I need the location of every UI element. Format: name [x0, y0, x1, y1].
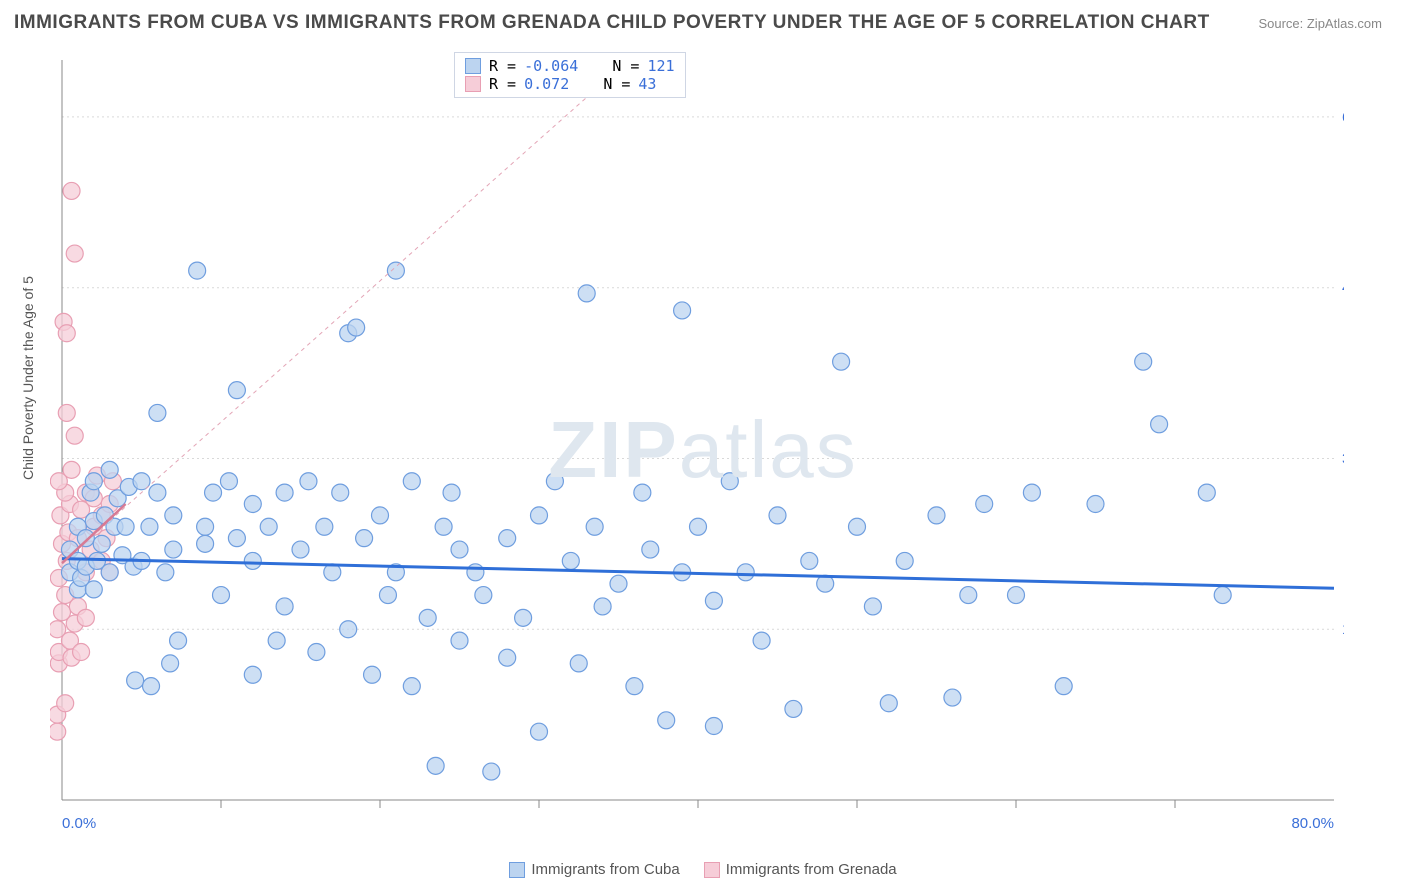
- source-attribution: Source: ZipAtlas.com: [1258, 16, 1382, 31]
- legend-n-value-grenada: 43: [638, 75, 656, 93]
- y-axis-title: Child Poverty Under the Age of 5: [20, 276, 36, 480]
- legend-row-grenada: R = 0.072 N = 43: [465, 75, 675, 93]
- swatch-grenada: [704, 862, 720, 878]
- legend-n-label: N =: [612, 57, 639, 75]
- source-link[interactable]: ZipAtlas.com: [1307, 16, 1382, 31]
- swatch-grenada: [465, 76, 481, 92]
- svg-text:80.0%: 80.0%: [1291, 815, 1334, 832]
- chart-title: IMMIGRANTS FROM CUBA VS IMMIGRANTS FROM …: [14, 12, 1210, 34]
- series-legend: Immigrants from Cuba Immigrants from Gre…: [14, 861, 1392, 878]
- legend-r-value-cuba: -0.064: [524, 57, 578, 75]
- swatch-cuba: [465, 58, 481, 74]
- legend-n-label: N =: [603, 75, 630, 93]
- svg-text:0.0%: 0.0%: [62, 815, 96, 832]
- legend-r-label: R =: [489, 57, 516, 75]
- legend-r-value-grenada: 0.072: [524, 75, 569, 93]
- scatter-plot: 15.0% 30.0% 45.0% 60.0% 0.0% 80.0%: [14, 50, 1344, 840]
- legend-row-cuba: R = -0.064 N = 121: [465, 57, 675, 75]
- source-prefix: Source:: [1258, 16, 1306, 31]
- svg-text:60.0%: 60.0%: [1342, 109, 1344, 126]
- svg-text:30.0%: 30.0%: [1342, 450, 1344, 467]
- correlation-legend: R = -0.064 N = 121 R = 0.072 N = 43: [454, 52, 686, 98]
- swatch-cuba: [509, 862, 525, 878]
- legend-item-grenada: Immigrants from Grenada: [704, 861, 897, 878]
- legend-item-cuba: Immigrants from Cuba: [509, 861, 679, 878]
- svg-text:45.0%: 45.0%: [1342, 280, 1344, 297]
- legend-label-cuba: Immigrants from Cuba: [531, 861, 679, 878]
- chart-container: Child Poverty Under the Age of 5 ZIPatla…: [14, 50, 1392, 878]
- legend-label-grenada: Immigrants from Grenada: [726, 861, 897, 878]
- legend-n-value-cuba: 121: [647, 57, 674, 75]
- svg-text:15.0%: 15.0%: [1342, 621, 1344, 638]
- legend-r-label: R =: [489, 75, 516, 93]
